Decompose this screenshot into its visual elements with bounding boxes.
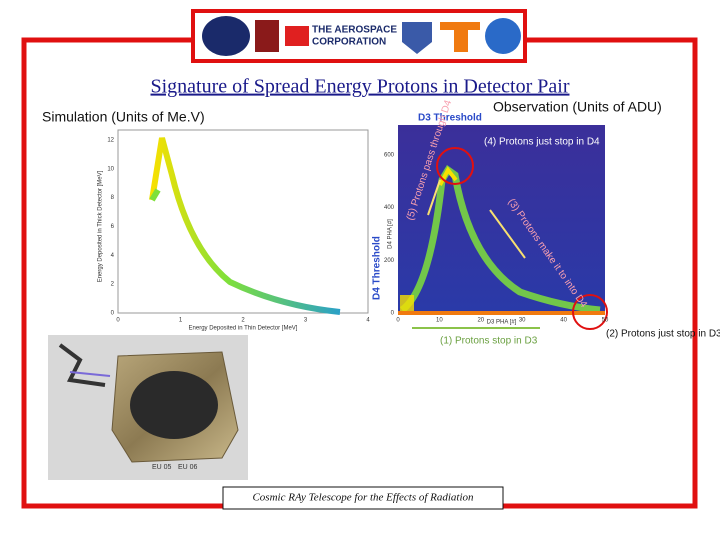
x-axis-label: D3 PHA [#] xyxy=(487,320,517,326)
logo xyxy=(255,20,279,52)
annotation: (4) Protons just stop in D4 xyxy=(484,137,600,148)
logo xyxy=(202,16,250,56)
y-tick-label: 8 xyxy=(111,195,115,201)
x-tick-label: 3 xyxy=(304,318,308,324)
heatmap-band xyxy=(149,137,341,315)
x-tick-label: 10 xyxy=(436,318,443,324)
annotation: (2) Protons just stop in D3 xyxy=(606,329,720,340)
x-axis-label: Energy Deposited in Thin Detector [MeV] xyxy=(189,326,298,332)
cable xyxy=(58,343,106,387)
detector-photo: EU 05 EU 06 xyxy=(48,335,248,480)
y-tick-label: 6 xyxy=(111,224,115,230)
arrow xyxy=(489,209,526,259)
x-tick-label: 2 xyxy=(241,318,245,324)
x-tick-label: 40 xyxy=(560,318,567,324)
highlight-circle xyxy=(436,147,474,185)
y-tick-label: 12 xyxy=(107,138,114,144)
footer-text: Cosmic RAy Telescope for the Effects of … xyxy=(252,492,474,504)
logo xyxy=(485,18,521,54)
x-tick-label: 0 xyxy=(116,318,120,324)
footer-box xyxy=(222,486,504,510)
section-label: Simulation (Units of Me.V) xyxy=(42,109,205,125)
heatmap-band xyxy=(149,188,161,202)
highlight-circle xyxy=(572,294,608,330)
annotation: D3 Threshold xyxy=(418,113,482,124)
y-tick-label: 200 xyxy=(384,258,395,264)
logo xyxy=(285,26,309,46)
annotation: D4 Threshold xyxy=(372,236,383,300)
x-tick-label: 1 xyxy=(179,318,183,324)
y-tick-label: 0 xyxy=(391,311,395,317)
slide-title: Signature of Spread Energy Protons in De… xyxy=(151,76,570,98)
logo-text: THE AEROSPACE xyxy=(312,25,397,36)
photo-label: EU 05 xyxy=(152,464,172,471)
x-tick-label: 30 xyxy=(519,318,526,324)
detector-window xyxy=(130,371,218,439)
annotation: (1) Protons stop in D3 xyxy=(440,336,538,347)
y-tick-label: 4 xyxy=(111,253,115,259)
x-tick-label: 50 xyxy=(602,318,609,324)
section-label: Observation (Units of ADU) xyxy=(493,99,662,115)
cable xyxy=(69,371,111,377)
x-tick-label: 4 xyxy=(366,318,370,324)
logo xyxy=(402,22,432,54)
observation-plot: D3 Threshold (4) Protons just stop in D4… xyxy=(372,98,720,346)
y-tick-label: 10 xyxy=(107,166,114,172)
x-tick-label: 20 xyxy=(477,318,484,324)
photo-label: EU 06 xyxy=(178,464,198,471)
y-tick-label: 2 xyxy=(111,282,115,288)
x-tick-label: 0 xyxy=(396,318,400,324)
y-axis-label: D4 PHA [#] xyxy=(388,219,394,249)
y-tick-label: 600 xyxy=(384,153,395,159)
logo-text: CORPORATION xyxy=(312,37,386,48)
y-tick-label: 400 xyxy=(384,205,395,211)
logo xyxy=(440,22,480,52)
arrow xyxy=(427,179,441,216)
y-axis-label: Energy Deposited in Thick Detector [MeV] xyxy=(98,170,104,282)
heatmap-band xyxy=(399,164,601,314)
heatmap-band xyxy=(400,295,414,313)
y-tick-label: 0 xyxy=(111,311,115,317)
